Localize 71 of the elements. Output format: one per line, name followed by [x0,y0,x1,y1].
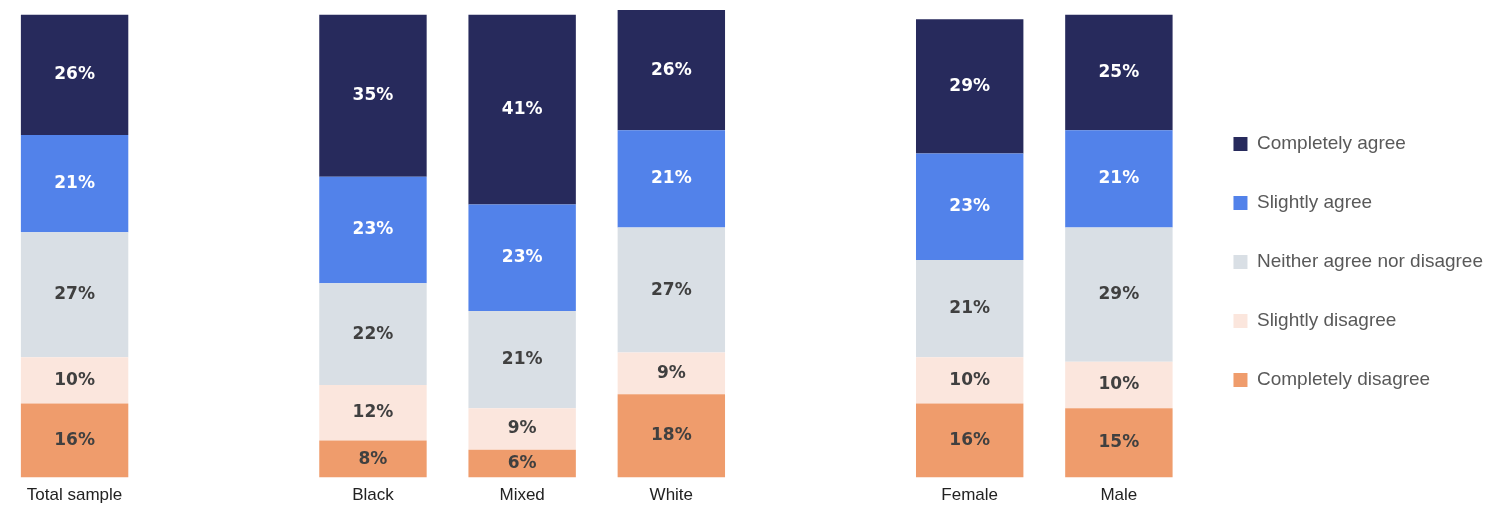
data-label: 9% [507,417,537,438]
bar [1065,227,1173,362]
data-label: 21% [650,167,692,188]
data-label: 25% [1098,60,1140,81]
data-label: 21% [54,172,95,193]
bar [617,394,726,478]
data-label: 41% [501,97,543,118]
legend-label: Slightly disagree [1256,309,1397,331]
bar [20,357,129,404]
data-label: 10% [54,368,95,389]
bar [20,232,129,358]
data-label: 26% [650,58,692,79]
data-label: 23% [501,246,543,267]
data-label: 21% [949,297,991,318]
bar [617,10,726,131]
data-label: 8% [358,447,388,468]
data-label: 21% [1098,167,1140,188]
data-label: 27% [650,278,692,299]
data-label: 6% [507,452,537,473]
bar [915,19,1024,154]
bar [468,204,576,311]
data-label: 10% [1098,373,1140,394]
data-label: 9% [656,361,686,382]
data-label: 27% [54,283,95,304]
data-label: 26% [54,63,95,84]
data-label: 23% [352,218,394,239]
bar [617,130,726,228]
bar [617,352,726,395]
bar [20,403,129,478]
bar [319,176,427,284]
bar [915,403,1024,478]
bar [1065,361,1173,409]
data-label: 16% [54,428,95,449]
x-tick-label: Black [352,485,395,505]
data-label: 21% [501,347,543,368]
bar [1065,408,1173,478]
data-label: 22% [352,322,394,343]
legend-label: Completely agree [1256,132,1406,154]
data-label: 16% [949,428,991,449]
bar [915,153,1024,260]
bar [20,135,129,233]
data-label: 35% [352,84,394,105]
bar [319,440,427,478]
data-label: 18% [650,424,692,445]
legend-label: Neither agree nor disagree [1256,250,1484,272]
bar [915,357,1024,404]
data-label: 29% [1098,283,1140,304]
x-tick-label: Mixed [499,485,545,505]
bar [468,449,576,478]
data-label: 29% [949,74,991,95]
data-label: 10% [949,368,991,389]
bar [617,227,726,353]
bar [468,14,576,205]
bar [468,408,576,450]
bar [468,310,576,409]
bar [20,14,129,135]
bar [915,260,1024,358]
bar [319,283,427,386]
legend-label: Slightly agree [1256,191,1373,213]
data-label: 12% [352,401,394,422]
x-tick-label: Male [1100,485,1138,505]
x-tick-label: White [649,485,694,505]
bar [319,385,427,441]
x-tick-label: Total sample [26,485,123,505]
bar [1065,130,1173,228]
data-label: 23% [949,195,991,216]
data-label: 15% [1098,431,1140,452]
bar [319,14,427,177]
x-tick-label: Female [941,485,999,505]
legend-label: Completely disagree [1256,368,1431,390]
bar [1065,14,1173,131]
